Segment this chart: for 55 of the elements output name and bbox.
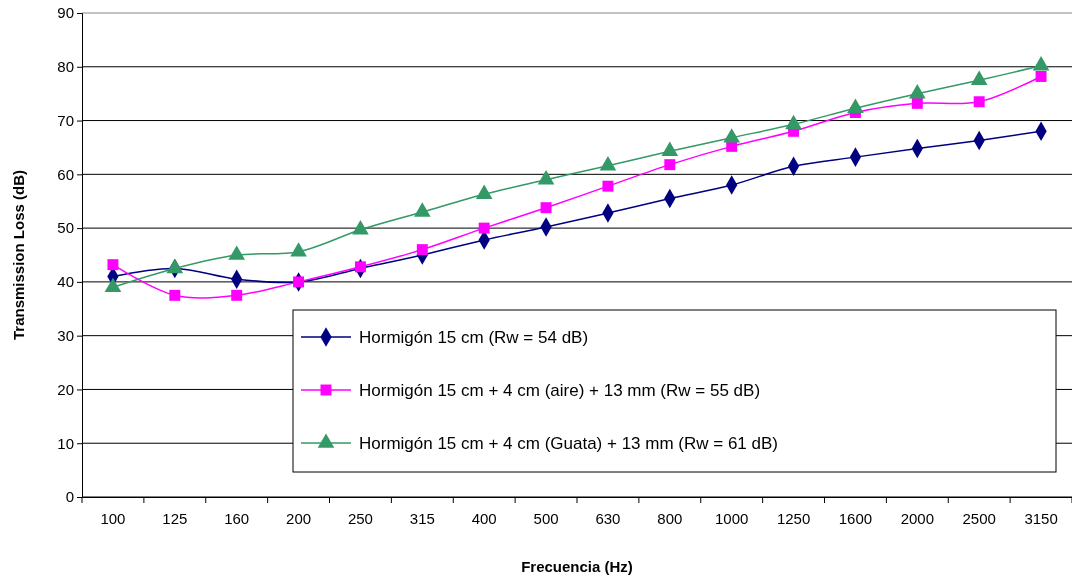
x-tick-label: 800 (657, 509, 683, 527)
x-tick-label: 1600 (838, 509, 873, 527)
y-tick-label: 10 (57, 434, 74, 452)
y-tick-label: 0 (65, 488, 74, 506)
x-tick-label: 100 (100, 509, 126, 527)
point (1035, 70, 1047, 82)
point (231, 289, 243, 301)
point (352, 220, 369, 235)
x-tick-label: 630 (595, 509, 621, 527)
x-tick-label: 200 (286, 509, 312, 527)
x-tick-label: 315 (409, 509, 435, 527)
point (664, 159, 676, 171)
y-tick-label: 70 (57, 111, 74, 129)
point (540, 202, 552, 214)
point (970, 70, 988, 86)
point (416, 244, 428, 256)
x-tick-label: 400 (471, 509, 497, 527)
point (1032, 56, 1050, 71)
x-tick-label: 125 (162, 509, 188, 527)
y-axis-title: Transmission Loss (dB) (10, 169, 27, 341)
x-tick-label: 1000 (715, 509, 749, 527)
x-tick-label: 160 (224, 509, 250, 527)
point (475, 184, 493, 200)
y-tick-label: 20 (57, 380, 74, 398)
x-axis-title: Frecuencia (Hz) (521, 558, 633, 575)
point (847, 98, 864, 113)
x-tick-label: 2500 (962, 509, 996, 527)
point (537, 170, 555, 185)
point (602, 180, 614, 192)
x-tick-label: 1250 (776, 509, 811, 527)
point (785, 114, 802, 130)
y-tick-label: 90 (57, 4, 74, 22)
y-tick-label: 30 (57, 326, 74, 344)
y-tick-label: 60 (57, 165, 74, 183)
point (354, 261, 366, 273)
legend-label: Hormigón 15 cm (Rw = 54 dB) (359, 328, 589, 347)
y-tick-label: 40 (57, 273, 74, 291)
point (478, 222, 490, 234)
point (107, 259, 119, 271)
point (169, 289, 181, 301)
point (973, 96, 985, 108)
x-tick-label: 250 (347, 509, 373, 527)
x-tick-label: 2000 (900, 509, 934, 527)
point (723, 128, 741, 143)
legend-label: Hormigón 15 cm + 4 cm (aire) + 13 mm (Rw = 55 dB) (359, 381, 761, 400)
x-tick-label: 500 (533, 509, 559, 527)
point (908, 84, 926, 99)
point (293, 276, 305, 288)
point (599, 156, 617, 171)
y-tick-label: 50 (57, 219, 74, 237)
x-tick-label: 3150 (1024, 509, 1058, 527)
y-tick-label: 80 (57, 58, 74, 76)
point (661, 141, 679, 157)
legend-label: Hormigón 15 cm + 4 cm (Guata) + 13 mm (Rw = 61 dB) (359, 434, 779, 453)
point (911, 97, 923, 109)
